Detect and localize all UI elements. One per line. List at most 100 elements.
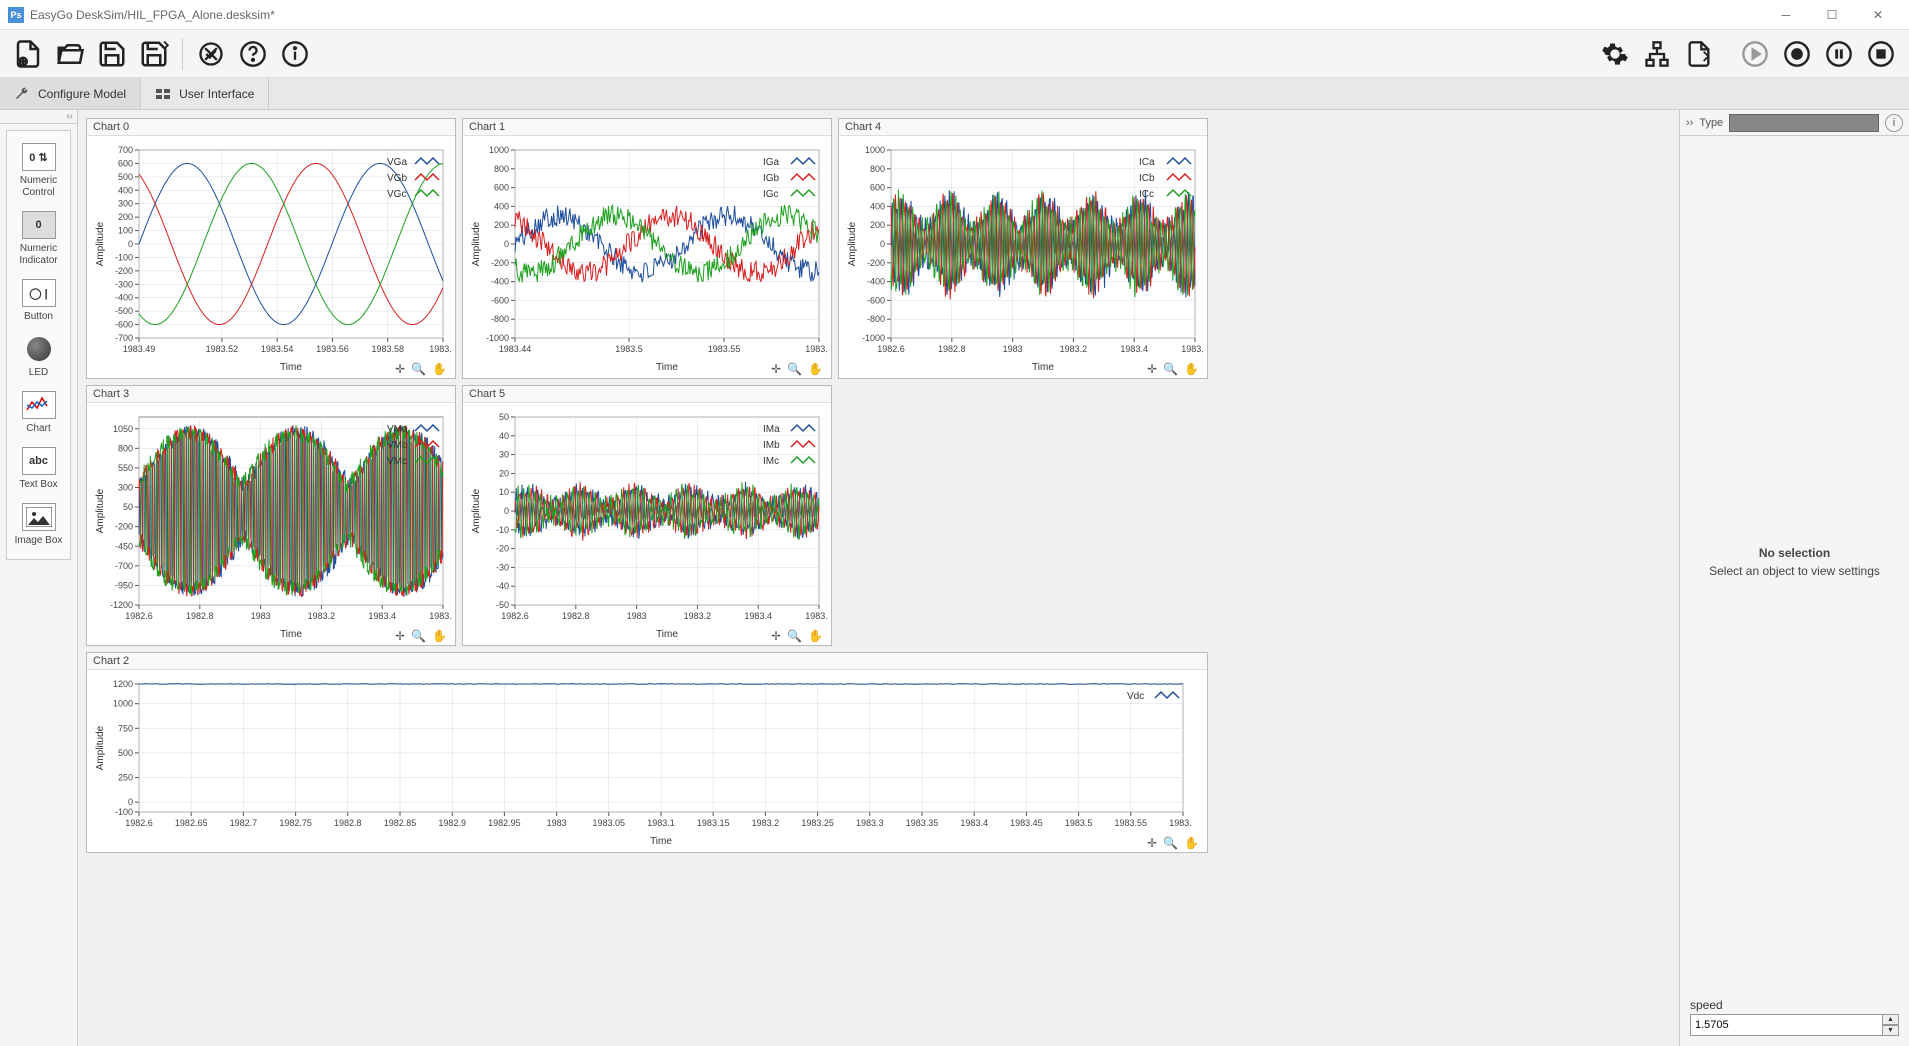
chart-title: Chart 4: [839, 119, 1207, 136]
palette-textbox[interactable]: abc Text Box: [9, 447, 69, 491]
svg-text:1983.52: 1983.52: [206, 344, 239, 354]
stop-button[interactable]: [1863, 36, 1899, 72]
chart-tool-pan-icon[interactable]: ✋: [808, 629, 823, 643]
svg-text:1983.6: 1983.6: [1181, 344, 1203, 354]
palette-chart[interactable]: Chart: [9, 391, 69, 435]
palette-numeric-control[interactable]: 0 ⇅ Numeric Control: [9, 143, 69, 199]
minimize-button[interactable]: ─: [1763, 0, 1809, 30]
info-icon[interactable]: i: [1885, 114, 1903, 132]
chart-tool-cursor-icon[interactable]: ✛: [395, 629, 405, 643]
chart-title: Chart 1: [463, 119, 831, 136]
svg-text:1983.2: 1983.2: [1060, 344, 1088, 354]
svg-text:Amplitude: Amplitude: [471, 221, 482, 266]
chart-title: Chart 0: [87, 119, 455, 136]
palette-numeric-indicator[interactable]: 0 Numeric Indicator: [9, 211, 69, 267]
speed-up-button[interactable]: ▲: [1883, 1014, 1899, 1025]
svg-text:1983.35: 1983.35: [906, 818, 939, 828]
svg-text:1982.9: 1982.9: [438, 818, 466, 828]
main-toolbar: [0, 30, 1909, 78]
save-button[interactable]: [94, 36, 130, 72]
speed-label: speed: [1690, 998, 1899, 1012]
chart-tool-pan-icon[interactable]: ✋: [432, 362, 447, 376]
chart-tool-cursor-icon[interactable]: ✛: [771, 362, 781, 376]
svg-text:800: 800: [494, 164, 509, 174]
chart-tool-pan-icon[interactable]: ✋: [1184, 362, 1199, 376]
svg-text:550: 550: [118, 463, 133, 473]
tab-user-interface[interactable]: User Interface: [141, 78, 269, 109]
app-icon: Ps: [8, 7, 24, 23]
palette-collapse[interactable]: ‹‹: [0, 110, 77, 124]
close-button[interactable]: ✕: [1855, 0, 1901, 30]
svg-text:1983: 1983: [251, 611, 271, 621]
collapse-icon[interactable]: ››: [1686, 117, 1693, 129]
chart2[interactable]: Chart 2 -1000250500750100012001982.61982…: [86, 652, 1208, 853]
svg-text:-400: -400: [867, 277, 885, 287]
help-button[interactable]: [235, 36, 271, 72]
chart4[interactable]: Chart 4 -1000-800-600-400-20002004006008…: [838, 118, 1208, 379]
svg-text:-200: -200: [491, 258, 509, 268]
chart-tool-pan-icon[interactable]: ✋: [432, 629, 447, 643]
speed-down-button[interactable]: ▼: [1883, 1025, 1899, 1036]
svg-text:100: 100: [118, 226, 133, 236]
chart-tool-zoom-icon[interactable]: 🔍: [787, 629, 802, 643]
svg-text:1983.49: 1983.49: [123, 344, 156, 354]
chart-tool-pan-icon[interactable]: ✋: [808, 362, 823, 376]
canvas[interactable]: Chart 0 -700-600-500-400-300-200-1000100…: [78, 110, 1679, 1046]
svg-text:-600: -600: [491, 295, 509, 305]
new-file-button[interactable]: [10, 36, 46, 72]
export-button[interactable]: [1681, 36, 1717, 72]
svg-text:1983.55: 1983.55: [1115, 818, 1148, 828]
network-button[interactable]: [1639, 36, 1675, 72]
svg-text:20: 20: [499, 468, 509, 478]
chart0[interactable]: Chart 0 -700-600-500-400-300-200-1000100…: [86, 118, 456, 379]
svg-text:Time: Time: [1032, 362, 1054, 372]
svg-text:500: 500: [118, 172, 133, 182]
gear-button[interactable]: [1597, 36, 1633, 72]
type-field: [1729, 114, 1879, 132]
svg-text:VMc: VMc: [387, 456, 407, 467]
chart3[interactable]: Chart 3 -1200-950-700-450-20050300550800…: [86, 385, 456, 646]
svg-text:1000: 1000: [865, 145, 885, 155]
svg-text:0: 0: [128, 797, 133, 807]
chart-tool-cursor-icon[interactable]: ✛: [1147, 362, 1157, 376]
chart-tool-zoom-icon[interactable]: 🔍: [411, 362, 426, 376]
svg-text:1982.6: 1982.6: [877, 344, 905, 354]
svg-text:1982.95: 1982.95: [488, 818, 521, 828]
svg-text:1983.4: 1983.4: [368, 611, 396, 621]
svg-text:200: 200: [870, 220, 885, 230]
chart-tool-pan-icon[interactable]: ✋: [1184, 836, 1199, 850]
play-button[interactable]: [1737, 36, 1773, 72]
svg-text:Amplitude: Amplitude: [95, 725, 106, 770]
tab-bar: Configure Model User Interface: [0, 78, 1909, 110]
chart-tool-zoom-icon[interactable]: 🔍: [1163, 362, 1178, 376]
record-button[interactable]: [1779, 36, 1815, 72]
info-button[interactable]: [277, 36, 313, 72]
chart1[interactable]: Chart 1 -1000-800-600-400-20002004006008…: [462, 118, 832, 379]
pause-button[interactable]: [1821, 36, 1857, 72]
svg-text:-800: -800: [867, 314, 885, 324]
tab-label: User Interface: [179, 87, 254, 101]
chart5[interactable]: Chart 5 -50-40-30-20-10010203040501982.6…: [462, 385, 832, 646]
palette-panel: ‹‹ 0 ⇅ Numeric Control 0 Numeric Indicat…: [0, 110, 78, 1046]
svg-text:VGc: VGc: [387, 189, 406, 200]
palette-imagebox[interactable]: Image Box: [9, 503, 69, 547]
chart-tool-cursor-icon[interactable]: ✛: [395, 362, 405, 376]
svg-text:ICa: ICa: [1139, 157, 1155, 168]
speed-input[interactable]: [1690, 1014, 1883, 1036]
svg-text:1983.6: 1983.6: [805, 344, 827, 354]
open-file-button[interactable]: [52, 36, 88, 72]
svg-text:0: 0: [880, 239, 885, 249]
svg-text:Time: Time: [650, 836, 672, 846]
chart-tool-zoom-icon[interactable]: 🔍: [411, 629, 426, 643]
chart-tool-zoom-icon[interactable]: 🔍: [787, 362, 802, 376]
chart-tool-cursor-icon[interactable]: ✛: [771, 629, 781, 643]
palette-led[interactable]: LED: [9, 335, 69, 379]
settings-button[interactable]: [193, 36, 229, 72]
chart-tool-zoom-icon[interactable]: 🔍: [1163, 836, 1178, 850]
chart-tool-cursor-icon[interactable]: ✛: [1147, 836, 1157, 850]
tab-configure-model[interactable]: Configure Model: [0, 78, 141, 109]
save-as-button[interactable]: [136, 36, 172, 72]
palette-button[interactable]: ◯ | Button: [9, 279, 69, 323]
maximize-button[interactable]: ☐: [1809, 0, 1855, 30]
svg-text:200: 200: [118, 212, 133, 222]
